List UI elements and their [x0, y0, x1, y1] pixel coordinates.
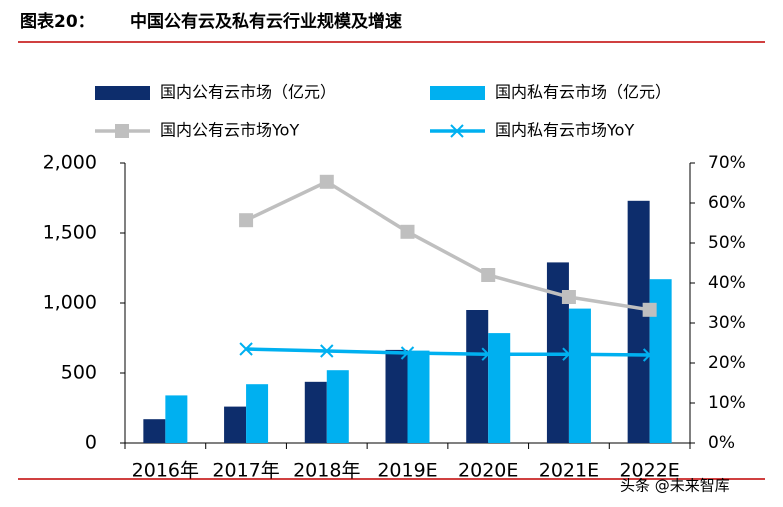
legend-label: 国内公有云市场YoY: [160, 121, 299, 140]
y-tick-label: 2,000: [43, 152, 97, 174]
bar: [304, 381, 327, 443]
legend-label: 国内公有云市场（亿元）: [160, 83, 336, 102]
y2-tick-label: 0%: [708, 433, 735, 453]
line: [246, 347, 650, 357]
x-tick-label: 2017年: [212, 460, 279, 482]
y-tick-label: 0: [85, 432, 97, 454]
bar: [407, 350, 430, 443]
x-tick-label: 2016年: [132, 460, 199, 482]
x-tick-label: 2020E: [458, 460, 518, 482]
y-tick-label: 1,000: [43, 292, 97, 314]
x-tick-label: 2021E: [539, 460, 599, 482]
marker: [400, 224, 415, 239]
bar: [627, 200, 650, 443]
watermark: 头条 @未来智库: [620, 477, 730, 495]
marker: [320, 344, 334, 358]
legend-marker: [115, 124, 129, 138]
y2-tick-label: 10%: [708, 393, 746, 413]
marker: [642, 348, 657, 362]
legend-swatch: [95, 86, 150, 100]
marker: [239, 342, 253, 356]
bar: [165, 395, 188, 443]
bar: [143, 419, 166, 443]
bar: [326, 370, 349, 443]
x-tick-label: 2022E: [619, 460, 679, 482]
y2-tick-label: 30%: [708, 313, 746, 333]
line: [245, 179, 650, 312]
y-tick-label: 1,500: [43, 222, 97, 244]
y-tick-label: 500: [61, 362, 97, 384]
y2-tick-label: 70%: [708, 153, 746, 173]
figure-label: 图表20：: [20, 11, 95, 32]
bar: [224, 406, 247, 443]
marker: [400, 346, 415, 360]
marker: [239, 213, 254, 228]
y2-tick-label: 50%: [708, 233, 746, 253]
marker: [642, 302, 657, 317]
legend-marker: [450, 124, 464, 138]
x-tick-label: 2018年: [293, 460, 360, 482]
marker: [481, 268, 496, 282]
x-tick-label: 2019E: [377, 460, 437, 482]
marker: [319, 174, 334, 189]
legend-label: 国内私有云市场YoY: [495, 121, 634, 140]
bar: [649, 279, 672, 443]
bar: [466, 310, 489, 443]
chart-title: 中国公有云及私有云行业规模及增速: [130, 11, 402, 32]
marker: [561, 290, 576, 304]
y2-tick-label: 40%: [708, 273, 746, 293]
y2-tick-label: 60%: [708, 193, 746, 213]
bar: [568, 308, 591, 443]
y2-tick-label: 20%: [708, 353, 746, 373]
bar: [246, 384, 269, 443]
marker: [481, 347, 495, 361]
legend-label: 国内私有云市场（亿元）: [495, 83, 671, 102]
legend-swatch: [430, 86, 485, 100]
marker: [562, 347, 576, 361]
bar: [385, 349, 408, 443]
